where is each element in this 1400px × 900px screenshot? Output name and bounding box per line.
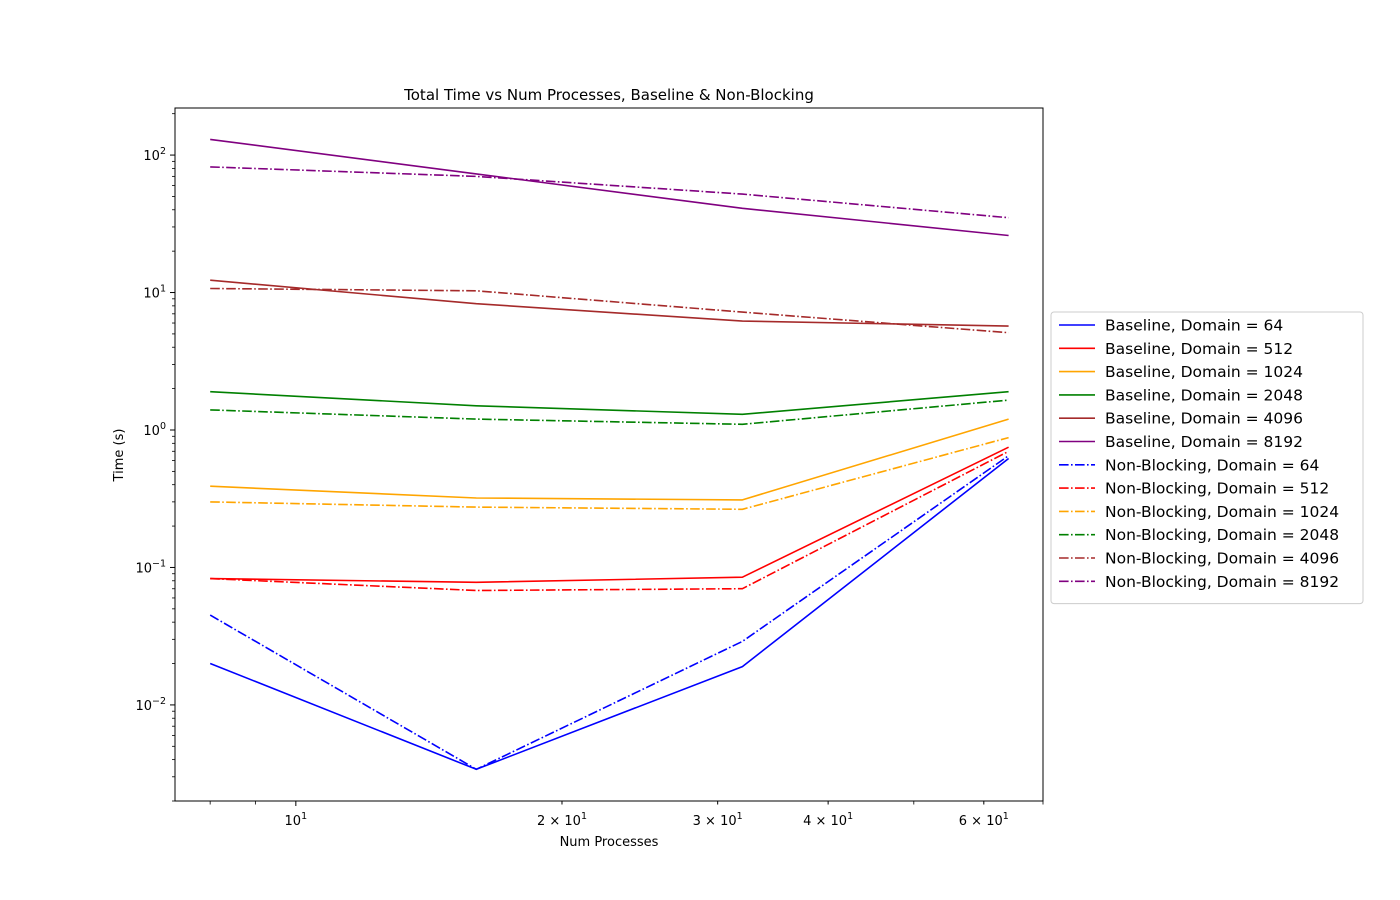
x-tick-label-base: 2 × 10 [537, 814, 581, 829]
x-tick-label-base: 6 × 10 [959, 814, 1003, 829]
y-tick-label: 10−2 [135, 696, 166, 714]
x-tick-label: 6 × 101 [959, 811, 1009, 829]
legend-label: Non-Blocking, Domain = 1024 [1105, 503, 1339, 521]
legend-box [1050, 311, 1364, 605]
y-tick-label: 100 [143, 421, 166, 439]
y-tick-label-exponent: −2 [152, 696, 166, 707]
y-tick-label-exponent: −1 [152, 558, 166, 569]
x-tick-label: 3 × 101 [693, 811, 743, 829]
chart-title: Total Time vs Num Processes, Baseline & … [403, 86, 814, 104]
series-line-non-blocking-domain-512 [210, 450, 1009, 592]
legend-label: Non-Blocking, Domain = 2048 [1105, 526, 1339, 544]
series-line-non-blocking-domain-1024 [210, 436, 1009, 511]
y-tick-label: 102 [143, 146, 166, 164]
series-line-baseline-domain-8192 [210, 138, 1009, 237]
legend-label: Non-Blocking, Domain = 512 [1105, 480, 1329, 498]
series-layer [209, 138, 1010, 771]
y-tick-label-exponent: 1 [160, 284, 166, 295]
y-tick-label: 10−1 [135, 558, 166, 576]
legend: Baseline, Domain = 64 Baseline, Domain = … [1050, 311, 1364, 605]
x-tick-label: 101 [285, 811, 308, 829]
x-tick-label-exponent: 1 [847, 811, 853, 822]
legend-label: Baseline, Domain = 4096 [1105, 410, 1303, 428]
y-tick-label-base: 10 [135, 561, 152, 576]
y-tick-label-base: 10 [143, 287, 160, 302]
legend-label: Non-Blocking, Domain = 8192 [1105, 573, 1339, 591]
y-tick-label-base: 10 [143, 149, 160, 164]
y-tick-label-base: 10 [135, 699, 152, 714]
series-line-non-blocking-domain-64 [209, 455, 1010, 771]
y-tick-label-exponent: 2 [160, 146, 166, 157]
x-tick-label-exponent: 1 [1003, 811, 1009, 822]
legend-label: Baseline, Domain = 1024 [1105, 363, 1303, 381]
x-tick-label-base: 3 × 10 [693, 814, 737, 829]
series-line-baseline-domain-4096 [210, 279, 1009, 327]
legend-label: Non-Blocking, Domain = 4096 [1105, 550, 1339, 568]
plot-area [175, 108, 1043, 801]
series-line-baseline-domain-512 [210, 446, 1009, 584]
x-tick-label-exponent: 1 [581, 811, 587, 822]
legend-label: Non-Blocking, Domain = 64 [1105, 456, 1319, 474]
y-axis-label: Time (s) [112, 429, 127, 483]
series-line-baseline-domain-2048 [210, 390, 1009, 416]
series-line-non-blocking-domain-4096 [210, 287, 1009, 334]
x-tick-label-base: 4 × 10 [803, 814, 847, 829]
series-line-baseline-domain-1024 [210, 418, 1009, 501]
y-tick-label: 101 [143, 284, 166, 302]
y-tick-label-base: 10 [143, 424, 160, 439]
x-tick-label: 4 × 101 [803, 811, 853, 829]
y-tick-label-exponent: 0 [160, 421, 166, 432]
x-tick-label-exponent: 1 [737, 811, 743, 822]
legend-label: Baseline, Domain = 64 [1105, 317, 1283, 335]
x-tick-label: 2 × 101 [537, 811, 587, 829]
legend-label: Baseline, Domain = 2048 [1105, 386, 1303, 404]
series-line-non-blocking-domain-8192 [210, 166, 1009, 219]
series-line-non-blocking-domain-2048 [210, 399, 1009, 426]
series-line-baseline-domain-64 [209, 457, 1010, 771]
legend-label: Baseline, Domain = 8192 [1105, 433, 1303, 451]
x-axis: 101 2 × 101 3 × 101 4 × 101 6 × 101 [209, 801, 1044, 829]
x-axis-label: Num Processes [560, 835, 659, 850]
x-tick-label-base: 10 [285, 814, 302, 829]
plot-frame [174, 107, 1044, 802]
x-tick-label-exponent: 1 [301, 811, 307, 822]
legend-label: Baseline, Domain = 512 [1105, 340, 1293, 358]
